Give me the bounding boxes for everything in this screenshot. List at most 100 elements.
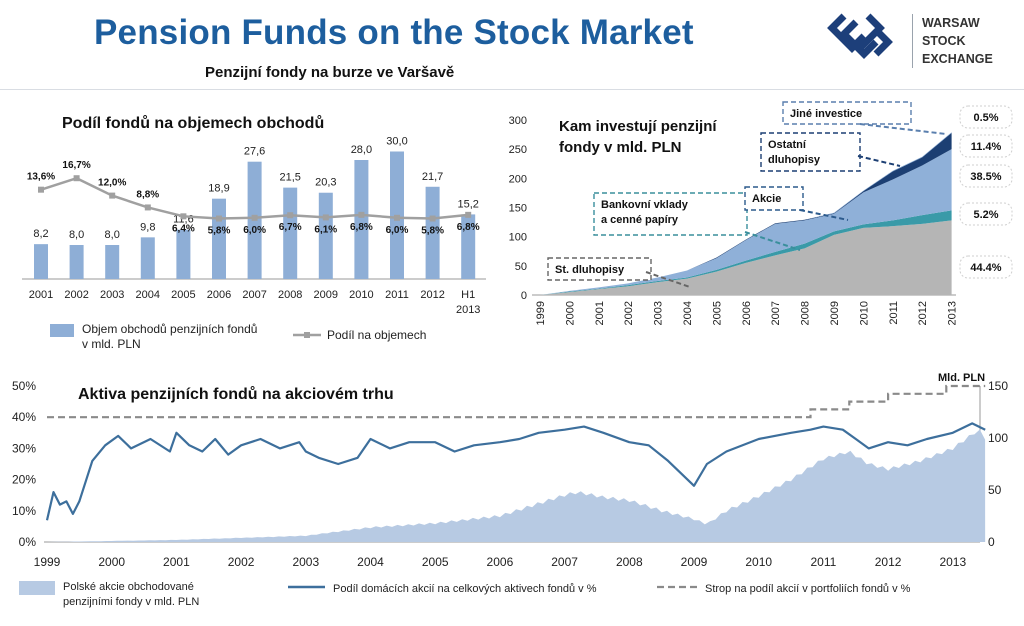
share-marker bbox=[429, 215, 436, 222]
x-tick-label: 2004 bbox=[682, 301, 694, 325]
x-tick-label: 2000 bbox=[98, 555, 125, 569]
y-left-tick-label: 40% bbox=[12, 410, 36, 424]
callout-other-inv-label: Jiné investice bbox=[790, 108, 862, 120]
bar bbox=[212, 198, 226, 279]
x-tick-label: 2010 bbox=[349, 289, 373, 301]
bar-value-label: 8,2 bbox=[33, 228, 48, 240]
x-tick-label: 2007 bbox=[551, 555, 578, 569]
share-marker bbox=[109, 192, 116, 199]
x-tick-label: 2011 bbox=[810, 555, 836, 569]
equity-holdings-area bbox=[47, 429, 986, 542]
x-tick-label: 2013 bbox=[456, 304, 480, 316]
chart-title: fondy v mld. PLN bbox=[559, 139, 682, 156]
bar bbox=[176, 229, 191, 279]
callout-other-inv-box bbox=[782, 101, 912, 125]
legend-marker bbox=[304, 332, 310, 338]
share-marker bbox=[38, 186, 44, 193]
logo-line: WARSAW bbox=[922, 16, 980, 30]
legend-label: Strop na podíl akcií v portfoliích fondů… bbox=[705, 583, 911, 595]
y-tick-label: 250 bbox=[509, 144, 527, 156]
x-tick-label: 2000 bbox=[564, 301, 576, 325]
share-label: 44.4% bbox=[970, 262, 1001, 274]
share-label: 5,8% bbox=[208, 226, 231, 237]
y-right-tick-label: 50 bbox=[988, 483, 1002, 497]
bar-value-label: 20,3 bbox=[315, 177, 336, 189]
x-tick-label: 2002 bbox=[228, 555, 255, 569]
bar-value-label: 15,2 bbox=[457, 198, 478, 210]
legend-label: Podíl domácích akcií na celkových aktive… bbox=[333, 583, 597, 595]
page-title: Pension Funds on the Stock Market bbox=[94, 13, 694, 52]
header-divider bbox=[0, 89, 1024, 90]
x-tick-label: 2001 bbox=[163, 555, 190, 569]
equity-share-line bbox=[45, 422, 986, 521]
x-tick-label: 2001 bbox=[29, 289, 53, 301]
y-tick-label: 100 bbox=[509, 232, 527, 244]
x-tick-label: 2002 bbox=[623, 301, 635, 325]
bar bbox=[34, 244, 48, 279]
callout-other-inv-leader bbox=[859, 123, 947, 135]
y-right-unit: Mld. PLN bbox=[938, 372, 985, 384]
y-left-tick-label: 10% bbox=[12, 504, 36, 518]
legend-swatch bbox=[19, 581, 55, 595]
x-tick-label: 2006 bbox=[487, 555, 514, 569]
x-tick-label: 2011 bbox=[385, 289, 409, 301]
x-tick-label: 2008 bbox=[616, 555, 643, 569]
y-tick-label: 300 bbox=[509, 115, 527, 127]
x-tick-label: 2004 bbox=[136, 289, 160, 301]
share-label: 6,8% bbox=[457, 222, 480, 233]
area-other-bonds bbox=[540, 132, 952, 295]
callout-other-bonds-leader bbox=[857, 155, 901, 167]
y-tick-label: 150 bbox=[509, 203, 527, 215]
share-marker bbox=[144, 204, 151, 211]
share-label: 6,0% bbox=[243, 225, 266, 236]
callout-other-bonds-box bbox=[760, 132, 861, 172]
x-tick-label: 2009 bbox=[681, 555, 708, 569]
bar bbox=[390, 151, 404, 279]
callout-equities-box bbox=[744, 186, 804, 211]
x-tick-label: 1999 bbox=[535, 301, 547, 325]
bar bbox=[140, 237, 155, 279]
y-left-tick-label: 20% bbox=[12, 473, 36, 487]
share-marker bbox=[287, 212, 294, 219]
share-label: 16,7% bbox=[62, 160, 90, 171]
callout-equities-label: Akcie bbox=[752, 193, 781, 205]
legend-label: v mld. PLN bbox=[82, 337, 141, 351]
share-label: 12,0% bbox=[98, 178, 126, 189]
x-tick-label: 2007 bbox=[770, 301, 782, 325]
x-tick-label: 2003 bbox=[653, 301, 665, 325]
x-tick-label: 2002 bbox=[64, 289, 88, 301]
x-tick-label: 2013 bbox=[947, 301, 959, 325]
share-marker bbox=[216, 215, 222, 222]
x-tick-label: 2001 bbox=[594, 301, 606, 325]
share-label: 11.4% bbox=[971, 141, 1002, 153]
share-marker bbox=[73, 175, 80, 182]
logo-line: EXCHANGE bbox=[922, 52, 993, 66]
x-tick-label: 2006 bbox=[741, 301, 753, 325]
header: Pension Funds on the Stock Market Penzij… bbox=[0, 0, 1024, 90]
share-marker bbox=[251, 214, 258, 221]
x-tick-label: 2008 bbox=[800, 301, 812, 325]
chart-title: Podíl fondů na objemech obchodů bbox=[62, 115, 324, 132]
logo-line: STOCK bbox=[922, 34, 966, 48]
y-right-tick-label: 0 bbox=[988, 535, 995, 549]
bar-value-label: 21,5 bbox=[279, 172, 300, 184]
share-line bbox=[40, 176, 469, 220]
callout-deposits-leader bbox=[744, 231, 801, 251]
x-tick-label: 2010 bbox=[745, 555, 772, 569]
area-other-investments bbox=[540, 132, 952, 295]
share-marker bbox=[394, 214, 400, 221]
share-label: 6,1% bbox=[314, 224, 337, 235]
bar bbox=[105, 245, 120, 279]
share-marker bbox=[358, 211, 365, 218]
bar-value-label: 21,7 bbox=[422, 171, 443, 183]
logo-separator bbox=[912, 14, 913, 68]
share-label: 13,6% bbox=[27, 172, 55, 183]
y-left-tick-label: 50% bbox=[12, 379, 36, 393]
share-label: 38.5% bbox=[970, 171, 1001, 183]
callout-st-bonds-leader bbox=[645, 271, 691, 288]
y-right-tick-label: 150 bbox=[988, 379, 1008, 393]
share-label: 0.5% bbox=[973, 112, 998, 124]
